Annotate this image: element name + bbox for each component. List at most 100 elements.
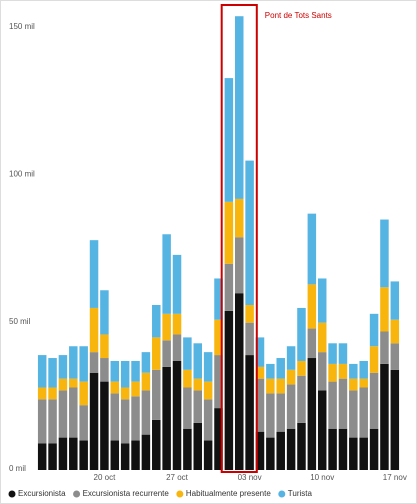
bar-segment xyxy=(100,334,109,359)
bar-segment xyxy=(152,369,161,420)
bar-segment xyxy=(69,378,78,388)
bar-segment xyxy=(172,334,182,361)
bar-segment xyxy=(286,346,296,370)
bar-segment xyxy=(203,440,213,470)
bar-segment xyxy=(110,393,120,441)
bar-segment xyxy=(120,443,130,470)
bar-segment xyxy=(234,237,244,294)
bar-segment xyxy=(255,366,265,379)
bar-segment xyxy=(255,337,265,367)
bar-segment xyxy=(380,363,389,470)
bar-segment xyxy=(141,390,151,435)
bar-segment xyxy=(183,337,192,370)
bar-segment xyxy=(266,393,275,438)
bar-segment xyxy=(172,254,182,314)
bar-segment xyxy=(203,352,213,382)
bar-segment xyxy=(266,437,275,470)
bar-segment xyxy=(120,399,130,444)
bar-segment xyxy=(58,378,68,391)
bar-segment xyxy=(234,198,244,238)
bar-segment xyxy=(152,304,161,338)
bar-segment xyxy=(110,360,120,382)
bar-segment xyxy=(110,381,120,394)
bar-segment xyxy=(297,422,306,470)
bar-segment xyxy=(328,381,337,429)
bar-segment xyxy=(193,378,203,391)
bar-segment xyxy=(183,428,192,470)
bar-segment xyxy=(183,369,192,388)
bar-segment xyxy=(58,390,68,438)
bar-segment xyxy=(359,387,368,438)
bar-segment xyxy=(338,363,348,379)
bar-segment xyxy=(307,358,317,470)
y-tick-label: 100 mil xyxy=(9,169,35,178)
legend-label: Excursionista xyxy=(18,489,66,498)
legend-marker xyxy=(8,490,16,498)
bar-segment xyxy=(89,352,99,373)
bar-segment xyxy=(58,355,68,379)
bar-segment xyxy=(152,419,161,470)
bar-segment xyxy=(162,234,171,314)
bar-segment xyxy=(131,381,140,397)
legend-marker xyxy=(73,490,81,498)
bar-segment xyxy=(120,387,130,400)
bar-segment xyxy=(338,378,348,429)
bar-segment xyxy=(380,219,389,288)
x-tick-label: 03 nov xyxy=(238,473,262,482)
x-tick-label: 17 nov xyxy=(383,473,407,482)
legend-label: Turista xyxy=(288,489,313,498)
bar-segment xyxy=(338,343,348,364)
bar-segment xyxy=(276,358,285,379)
bar-segment xyxy=(234,293,244,470)
bar-segment xyxy=(245,355,254,470)
bar-segment xyxy=(214,319,223,356)
bar-segment xyxy=(69,346,78,379)
bar-segment xyxy=(37,355,47,388)
bar-segment xyxy=(266,378,275,394)
bar-segment xyxy=(214,278,223,320)
bar-segment xyxy=(141,352,151,373)
bar-segment xyxy=(380,331,389,364)
bar-segment xyxy=(276,431,285,470)
bar-segment xyxy=(48,443,57,470)
bar-segment xyxy=(369,428,379,470)
bar-segment xyxy=(307,213,317,285)
bar-segment xyxy=(37,443,47,470)
bar-segment xyxy=(286,369,296,385)
bar-segment xyxy=(37,387,47,400)
bar-segment xyxy=(172,313,182,335)
bar-segment xyxy=(193,422,203,470)
bar-segment xyxy=(162,340,171,367)
bar-segment xyxy=(214,355,223,409)
bar-segment xyxy=(390,343,400,370)
bar-segment xyxy=(100,381,109,470)
bar-segment xyxy=(245,160,254,305)
bar-segment xyxy=(162,313,171,341)
bar-segment xyxy=(214,408,223,470)
bar-segment xyxy=(48,399,57,444)
bar-segment xyxy=(131,396,140,441)
bar-segment xyxy=(276,378,285,394)
bar-segment xyxy=(224,263,234,311)
legend-label: Habitualmente presente xyxy=(186,489,271,498)
bar-segment xyxy=(224,201,234,264)
bar-segment xyxy=(245,322,254,356)
bar-segment xyxy=(307,328,317,359)
bar-segment xyxy=(286,384,296,429)
bar-segment xyxy=(162,366,171,470)
bar-segment xyxy=(131,360,140,382)
bar-segment xyxy=(203,381,213,400)
bar-segment xyxy=(369,313,379,347)
bar-segment xyxy=(349,363,358,379)
bar-segment xyxy=(328,363,337,382)
bar-segment xyxy=(349,390,358,438)
bar-segment xyxy=(297,307,306,361)
bar-segment xyxy=(286,428,296,470)
bar-segment xyxy=(245,304,254,323)
bar-segment xyxy=(89,240,99,308)
y-tick-label: 0 mil xyxy=(9,464,26,473)
legend-marker xyxy=(176,490,184,498)
bar-segment xyxy=(89,372,99,470)
bar-segment xyxy=(255,431,265,470)
